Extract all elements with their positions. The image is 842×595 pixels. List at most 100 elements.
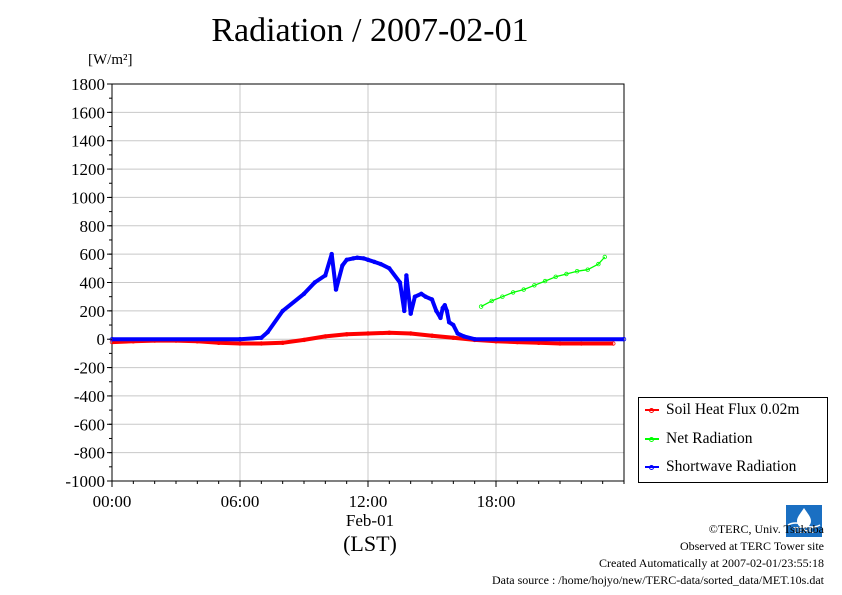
x-tick-label: 00:00 — [93, 492, 132, 511]
series-point-0 — [451, 335, 456, 340]
series-point-2 — [329, 251, 334, 257]
series-point-2 — [259, 335, 264, 340]
series-point-2 — [301, 291, 307, 296]
series-point-2 — [442, 303, 447, 308]
legend-item-soil-heat-flux: Soil Heat Flux 0.02m — [645, 400, 799, 420]
series-point-1 — [553, 274, 558, 279]
series-point-2 — [237, 337, 243, 342]
site-text: Observed at TERC Tower site — [679, 539, 824, 553]
series-point-2 — [429, 297, 435, 302]
series-point-2 — [323, 273, 328, 278]
y-tick-label: 0 — [97, 330, 106, 349]
y-tick-label: 1200 — [71, 160, 105, 179]
series-point-2 — [440, 305, 445, 311]
x-tick-label: 12:00 — [349, 492, 388, 511]
series-point-2 — [361, 256, 366, 261]
series-line-2 — [112, 252, 624, 342]
y-tick-label: -200 — [74, 359, 105, 378]
y-tick-label: -800 — [74, 444, 105, 463]
series-point-2 — [438, 315, 443, 321]
series-point-2 — [493, 337, 499, 342]
series-point-2 — [397, 280, 403, 285]
series-point-2 — [109, 337, 115, 342]
series-point-2 — [404, 273, 409, 278]
series-point-2 — [446, 320, 452, 325]
created-text: Created Automatically at 2007-02-01/23:5… — [599, 556, 824, 570]
terc-logo: TERC — [786, 505, 822, 537]
series-point-2 — [340, 263, 345, 268]
series-point-2 — [280, 308, 285, 314]
y-tick-label: 800 — [80, 217, 106, 236]
series-point-2 — [461, 334, 467, 339]
series-point-0 — [365, 331, 371, 336]
series-point-2 — [472, 337, 477, 342]
series-point-2 — [455, 331, 460, 336]
chart-title: Radiation / 2007-02-01 — [211, 12, 529, 49]
series-point-2 — [419, 291, 424, 296]
series-point-2 — [402, 308, 407, 314]
copyright-text: ©TERC, Univ. Tsukuba — [708, 522, 824, 536]
series-point-2 — [408, 311, 413, 316]
chart-legend: Soil Heat Flux 0.02m Net Radiation Short… — [638, 397, 828, 483]
series-point-1 — [574, 269, 580, 274]
series-point-1 — [585, 267, 590, 272]
series-point-0 — [237, 341, 243, 346]
series-point-2 — [372, 259, 377, 265]
y-tick-label: 1400 — [71, 132, 105, 151]
source-text: Data source : /home/hojyo/new/TERC-data/… — [491, 573, 824, 587]
series-point-2 — [444, 308, 450, 314]
series-point-0 — [323, 334, 328, 339]
series-point-1 — [478, 304, 484, 309]
series-point-1 — [521, 287, 526, 292]
series-point-2 — [312, 280, 317, 285]
y-tick-label: 200 — [80, 302, 106, 321]
legend-item-net-radiation: Net Radiation — [645, 429, 753, 449]
terc-logo-icon — [786, 505, 822, 537]
series-point-2 — [333, 287, 339, 292]
x-tick-label: 18:00 — [477, 492, 516, 511]
series-point-1 — [596, 261, 601, 267]
y-tick-label: 1800 — [71, 75, 105, 94]
y-tick-label: 600 — [80, 245, 106, 264]
series-point-0 — [280, 340, 285, 345]
series-point-1 — [602, 254, 607, 260]
legend-label: Net Radiation — [666, 430, 753, 447]
series-point-0 — [611, 341, 616, 346]
x-tick-label: 06:00 — [221, 492, 260, 511]
y-tick-label: 400 — [80, 274, 106, 293]
series-point-1 — [564, 271, 569, 277]
series-point-2 — [434, 308, 439, 314]
series-point-0 — [259, 341, 264, 346]
series-point-0 — [344, 332, 349, 337]
series-point-2 — [350, 256, 356, 261]
series-point-2 — [365, 257, 371, 262]
y-tick-label: -400 — [74, 387, 105, 406]
series-point-1 — [500, 294, 505, 299]
series-point-2 — [621, 337, 627, 342]
series-point-2 — [355, 255, 360, 260]
x-axis-timezone-label: (LST) — [343, 531, 397, 556]
series-point-0 — [579, 341, 584, 346]
series-point-2 — [387, 266, 392, 271]
y-tick-label: 1600 — [71, 103, 105, 122]
y-tick-label: -600 — [74, 415, 105, 434]
series-point-1 — [489, 298, 494, 304]
series-point-2 — [265, 329, 270, 335]
series-point-2 — [423, 294, 428, 299]
series-point-0 — [387, 330, 392, 335]
logo-text: TERC — [793, 526, 815, 535]
legend-item-shortwave-radiation: Shortwave Radiation — [645, 457, 796, 477]
series-point-0 — [408, 331, 413, 336]
series-point-2 — [412, 294, 418, 299]
series-point-2 — [378, 261, 383, 267]
plot-frame — [111, 83, 625, 482]
series-point-1 — [532, 283, 537, 288]
series-point-0 — [429, 333, 435, 338]
series-point-2 — [344, 257, 349, 262]
series-point-1 — [542, 278, 548, 284]
y-axis-unit: [W/m²] — [88, 52, 133, 68]
series-point-0 — [557, 341, 563, 346]
series-point-0 — [301, 337, 307, 343]
series-point-2 — [451, 322, 456, 328]
